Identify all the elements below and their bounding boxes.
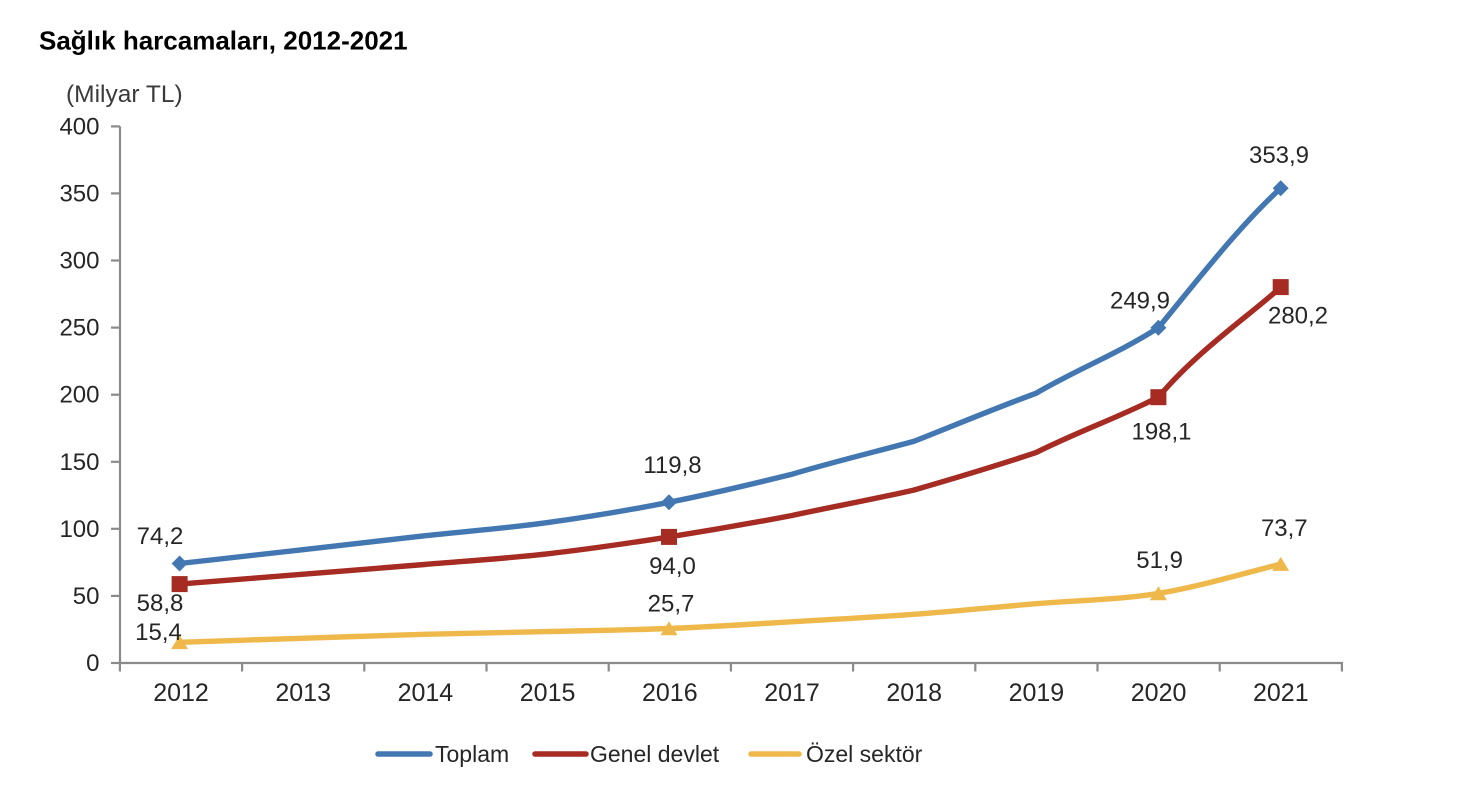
svg-text:2015: 2015 [520, 679, 576, 707]
svg-text:74,2: 74,2 [137, 523, 184, 550]
svg-text:(Milyar TL): (Milyar TL) [66, 81, 183, 108]
svg-text:150: 150 [59, 449, 99, 476]
svg-text:50: 50 [73, 583, 100, 610]
svg-text:Özel sektör: Özel sektör [806, 741, 923, 767]
svg-text:73,7: 73,7 [1261, 515, 1308, 542]
svg-text:353,9: 353,9 [1249, 142, 1309, 169]
svg-text:350: 350 [59, 180, 99, 207]
svg-text:300: 300 [59, 248, 99, 275]
svg-text:100: 100 [59, 516, 99, 543]
svg-text:Genel devlet: Genel devlet [590, 741, 720, 767]
svg-text:Toplam: Toplam [435, 741, 509, 767]
svg-text:400: 400 [59, 113, 99, 140]
svg-text:25,7: 25,7 [648, 590, 695, 617]
svg-text:94,0: 94,0 [649, 553, 696, 580]
svg-text:249,9: 249,9 [1110, 288, 1170, 315]
svg-text:2014: 2014 [398, 679, 454, 707]
svg-text:15,4: 15,4 [135, 619, 182, 646]
svg-text:2016: 2016 [642, 679, 698, 707]
svg-text:2012: 2012 [153, 679, 209, 707]
svg-text:2021: 2021 [1253, 679, 1309, 707]
svg-text:58,8: 58,8 [137, 590, 184, 617]
svg-text:198,1: 198,1 [1131, 418, 1191, 445]
svg-text:2019: 2019 [1009, 679, 1065, 707]
svg-text:2017: 2017 [764, 679, 820, 707]
svg-text:119,8: 119,8 [643, 452, 701, 479]
svg-text:2018: 2018 [886, 679, 942, 707]
svg-text:2020: 2020 [1131, 679, 1187, 707]
svg-text:250: 250 [59, 315, 99, 342]
svg-text:51,9: 51,9 [1136, 547, 1183, 574]
svg-text:2013: 2013 [275, 679, 331, 707]
svg-text:200: 200 [59, 382, 99, 409]
svg-text:0: 0 [86, 650, 99, 677]
svg-text:280,2: 280,2 [1268, 302, 1328, 329]
svg-text:Sağlık harcamaları, 2012-2021: Sağlık harcamaları, 2012-2021 [39, 26, 408, 56]
